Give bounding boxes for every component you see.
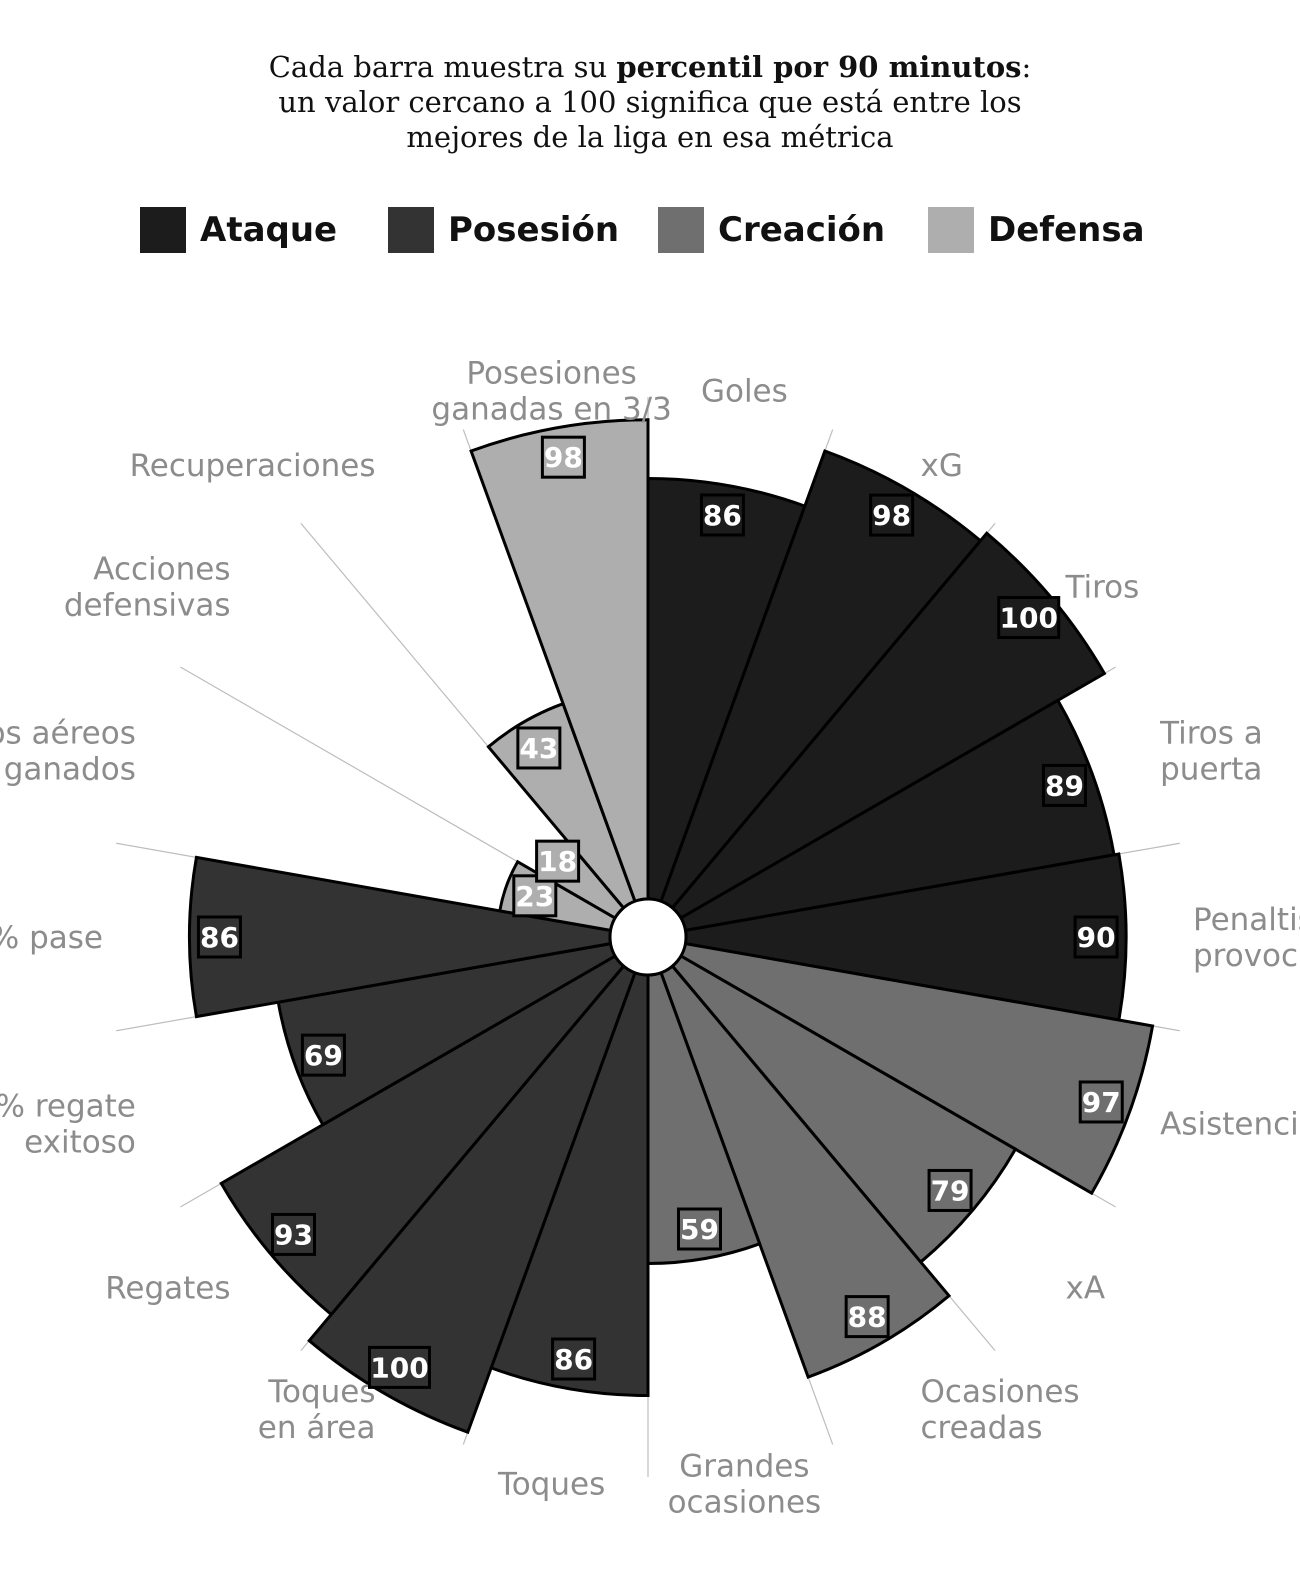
category-label-regate-exitoso: % regate exitoso — [0, 1088, 136, 1160]
subtitle-text: Cada barra muestra su — [268, 50, 617, 84]
value-label-grandes-ocasiones: 59 — [680, 1213, 719, 1246]
value-label-toques-en-area: 100 — [370, 1351, 428, 1384]
value-label-toques: 86 — [554, 1343, 593, 1376]
subtitle-line-3: mejores de la liga en esa métrica — [406, 120, 894, 154]
center-hole — [608, 897, 688, 977]
legend-label-defensa: Defensa — [988, 210, 1145, 250]
legend: Ataque Posesión Creación Defensa — [140, 204, 1160, 256]
value-badge-asistencias — [1078, 1080, 1124, 1124]
subtitle-line-2: un valor cercano a 100 significa que est… — [278, 85, 1022, 119]
value-label-posesiones-ganadas-en-3-3: 98 — [544, 441, 583, 474]
value-badge-toques-en-area — [368, 1345, 431, 1389]
value-label-regate-exitoso: 69 — [304, 1039, 343, 1072]
value-badge-recuperaciones — [516, 726, 562, 770]
value-label-ocasiones-creadas: 88 — [848, 1301, 887, 1334]
category-label-xg: xG — [921, 448, 963, 484]
value-label-duelos-aereos-ganados: 23 — [515, 880, 554, 913]
category-label-xa: xA — [1065, 1270, 1105, 1306]
value-badge-regates — [270, 1212, 316, 1256]
value-label-tiros: 100 — [999, 602, 1057, 635]
chart-bars — [188, 418, 1155, 1435]
legend-swatch-defensa — [928, 207, 974, 253]
category-label-tiros: Tiros — [1064, 570, 1139, 606]
value-label-asistencias: 97 — [1082, 1086, 1121, 1119]
value-label-goles: 86 — [703, 499, 742, 532]
value-label-xg: 98 — [872, 499, 911, 532]
category-label-acciones-defensivas: Acciones defensivas — [64, 552, 231, 624]
value-badge-regate-exitoso — [300, 1033, 346, 1077]
legend-item-defensa: Defensa — [928, 204, 1145, 256]
category-label-toques-en-area: Toques en área — [258, 1374, 376, 1446]
legend-swatch-ataque — [140, 207, 186, 253]
legend-label-creacion: Creación — [718, 210, 886, 250]
value-badge-goles — [699, 493, 745, 537]
value-badge-grandes-ocasiones — [676, 1207, 722, 1251]
value-badge-tiros-a-puerta — [1041, 763, 1087, 807]
legend-label-posesion: Posesión — [448, 210, 620, 250]
category-label-posesiones-ganadas-en-3-3: Posesiones ganadas en 3/3 — [431, 355, 671, 427]
legend-item-posesion: Posesión — [388, 204, 619, 256]
value-label-pase: 86 — [200, 921, 239, 954]
value-badge-tiros — [997, 596, 1061, 640]
value-label-acciones-defensivas: 18 — [538, 845, 577, 878]
category-label-regates: Regates — [105, 1270, 230, 1306]
legend-swatch-posesion — [388, 207, 434, 253]
value-badge-duelos-aereos-ganados — [512, 874, 558, 918]
value-badge-pase — [196, 915, 242, 959]
value-label-regates: 93 — [274, 1218, 313, 1251]
value-label-penaltis-provocados: 90 — [1077, 921, 1116, 954]
value-badge-penaltis-provocados — [1073, 915, 1119, 959]
legend-swatch-creacion — [658, 207, 704, 253]
value-badge-ocasiones-creadas — [844, 1295, 890, 1339]
value-badge-acciones-defensivas — [535, 839, 581, 883]
value-badge-xa — [927, 1168, 973, 1212]
legend-label-ataque: Ataque — [200, 210, 338, 250]
category-label-toques: Toques — [497, 1467, 605, 1503]
legend-item-ataque: Ataque — [140, 204, 337, 256]
category-label-grandes-ocasiones: Grandes ocasiones — [668, 1449, 822, 1521]
category-label-ocasiones-creadas: Ocasiones creadas — [921, 1374, 1080, 1446]
value-badge-posesiones-ganadas-en-3-3 — [540, 435, 586, 479]
category-label-goles: Goles — [701, 373, 788, 409]
value-label-tiros-a-puerta: 89 — [1045, 769, 1084, 802]
value-badge-xg — [869, 493, 915, 537]
subtitle-colon: : — [1021, 50, 1032, 84]
value-label-recuperaciones: 43 — [519, 732, 558, 765]
category-label-asistencias: Asistencias — [1160, 1106, 1300, 1142]
category-label-pase: % pase — [0, 920, 103, 956]
chart-subtitle: Cada barra muestra su percentil por 90 m… — [150, 50, 1150, 155]
category-label-recuperaciones: Recuperaciones — [130, 448, 376, 484]
legend-item-creacion: Creación — [658, 204, 885, 256]
category-label-tiros-a-puerta: Tiros a puerta — [1159, 716, 1263, 788]
value-badge-toques — [551, 1337, 597, 1381]
value-label-xa: 79 — [931, 1174, 970, 1207]
subtitle-bold: percentil por 90 minutos — [616, 50, 1022, 84]
category-label-penaltis-provocados: Penaltisprovocados — [1193, 902, 1300, 974]
